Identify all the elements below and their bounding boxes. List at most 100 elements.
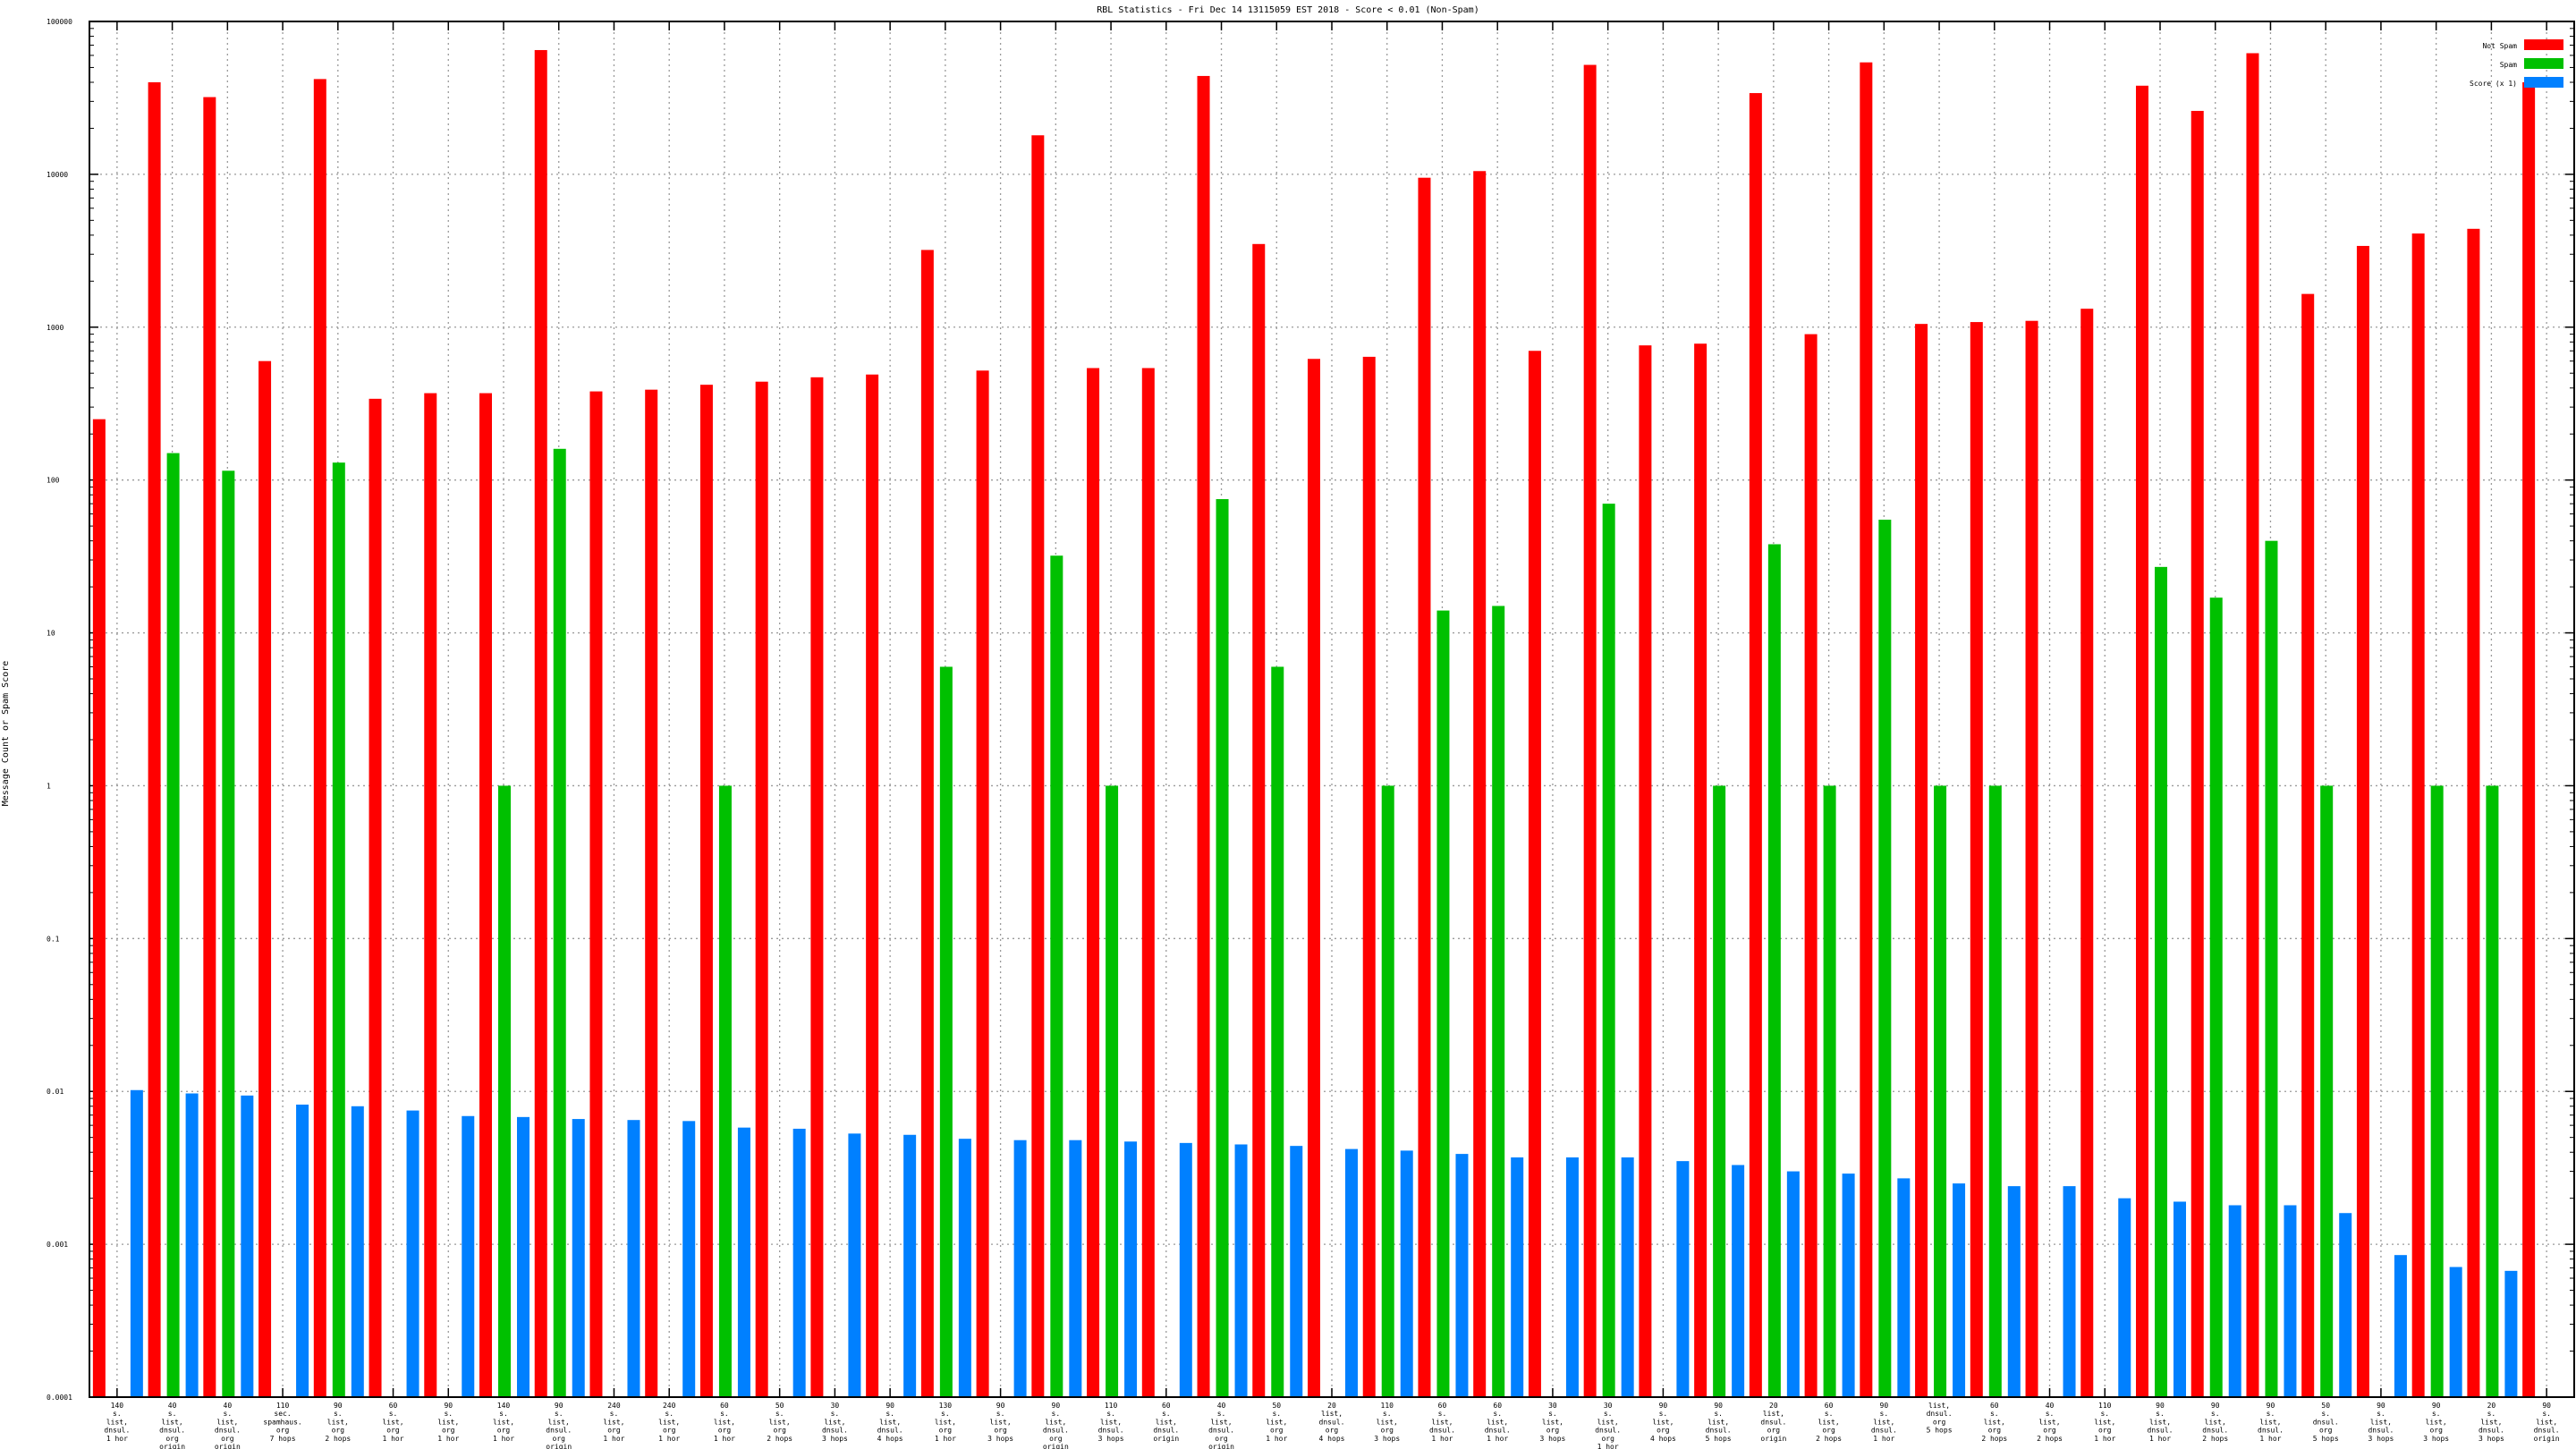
legend-label: Not Spam [2482, 42, 2517, 50]
x-tick-label: 60 s. list, dnsul. 1 hor [1429, 1402, 1455, 1443]
bar-not-spam [1749, 93, 1762, 1397]
bar-not-spam [2136, 85, 2148, 1398]
x-tick-label: 60 s. list, org 1 hor [382, 1402, 403, 1443]
x-tick-label: 30 s. list, org 3 hops [1539, 1402, 1565, 1443]
x-tick-label: list, dnsul. org 5 hops [1927, 1402, 1953, 1435]
bar-score-x-1 [2118, 1198, 2131, 1397]
bar-score-x-1 [848, 1133, 861, 1397]
bar-score-x-1 [2284, 1205, 2297, 1397]
bar-score-x-1 [1565, 1157, 1579, 1397]
bar-score-x-1 [1069, 1140, 1082, 1397]
bar-not-spam [1915, 324, 1928, 1398]
bar-score-x-1 [406, 1110, 419, 1397]
bar-score-x-1 [351, 1106, 364, 1397]
x-tick-label: 110 s. list, org 3 hops [1374, 1402, 1400, 1443]
bar-spam [1713, 785, 1726, 1397]
bar-not-spam [313, 79, 326, 1397]
x-tick-label: 90 s. list, dnsul. 5 hops [1706, 1402, 1732, 1443]
x-tick-label: 40 s. list, dnsul. org origin [1208, 1402, 1234, 1449]
bar-not-spam [203, 97, 216, 1398]
bar-spam [1767, 544, 1781, 1397]
x-tick-label: 90 s. list, org 1 hor [437, 1402, 459, 1443]
bar-spam [1216, 499, 1229, 1397]
y-tick-label: 100000 [47, 18, 72, 26]
bar-score-x-1 [1676, 1161, 1690, 1397]
bar-not-spam [2467, 228, 2480, 1398]
bar-not-spam [2025, 320, 2038, 1397]
bar-not-spam [2190, 110, 2204, 1397]
x-tick-label: 90 s. list, dnsul. 1 hor [2148, 1402, 2174, 1443]
bars [92, 49, 2536, 1398]
bar-score-x-1 [2504, 1270, 2518, 1397]
bar-score-x-1 [296, 1104, 309, 1397]
legend-swatch [2524, 58, 2563, 69]
bar-spam [2320, 785, 2334, 1397]
bar-score-x-1 [1953, 1183, 1966, 1397]
bar-not-spam [1031, 135, 1045, 1398]
bar-spam [718, 785, 732, 1397]
y-tick-label: 0.0001 [47, 1394, 72, 1402]
legend: Not Spam Spam Score (x 1) [2470, 39, 2563, 88]
bar-score-x-1 [1345, 1148, 1358, 1397]
x-tick-label: 90 s. list, dnsul. 1 hor [1871, 1402, 1897, 1443]
bar-score-x-1 [1511, 1157, 1524, 1397]
bar-not-spam [424, 393, 437, 1398]
bar-not-spam [258, 360, 272, 1398]
bar-not-spam [369, 398, 382, 1398]
bar-score-x-1 [2449, 1267, 2462, 1397]
bar-spam [939, 666, 953, 1397]
bar-score-x-1 [1013, 1140, 1027, 1397]
bar-spam [1878, 520, 1892, 1397]
x-tick-label: 140 s. list, dnsul. 1 hor [104, 1402, 130, 1443]
bar-not-spam [1694, 343, 1707, 1397]
y-tick-label: 10000 [47, 171, 68, 179]
bar-not-spam [2356, 245, 2369, 1397]
bar-score-x-1 [737, 1127, 750, 1397]
bar-not-spam [148, 82, 161, 1397]
x-tick-label: 60 s. list, org 2 hops [1981, 1402, 2007, 1443]
y-tick-label: 0.001 [47, 1241, 68, 1249]
x-tick-label: 60 s. list, org 2 hops [1816, 1402, 1842, 1443]
bar-not-spam [2246, 53, 2259, 1398]
bar-spam [1106, 785, 1119, 1397]
chart-title: RBL Statistics - Fri Dec 14 13115059 EST… [1097, 5, 1479, 15]
bar-not-spam [479, 393, 492, 1398]
bar-spam [222, 470, 235, 1397]
x-tick-label: 110 sec. spamhaus. org 7 hops [263, 1402, 301, 1443]
x-tick-label: 130 s. list, org 1 hor [935, 1402, 956, 1443]
x-tick-label: 40 s. list, dnsul. org origin [159, 1402, 185, 1449]
bar-not-spam [976, 370, 989, 1397]
bar-not-spam [1970, 322, 1983, 1397]
y-tick-label: 1000 [47, 324, 64, 332]
bar-spam [1271, 666, 1284, 1397]
x-tick-label: 90 s. list, org 2 hops [325, 1402, 351, 1443]
x-tick-label: 60 s. list, org 1 hor [714, 1402, 735, 1443]
bar-score-x-1 [2007, 1186, 2021, 1397]
bar-score-x-1 [2174, 1201, 2186, 1397]
x-tick-label: 30 s. list, dnsul. 3 hops [822, 1402, 848, 1443]
bar-not-spam [1197, 75, 1210, 1398]
bar-not-spam [645, 389, 658, 1397]
bar-score-x-1 [130, 1089, 143, 1397]
bar-spam [2430, 785, 2444, 1397]
bar-not-spam [866, 374, 879, 1397]
bar-spam [1436, 610, 1450, 1397]
bar-score-x-1 [1621, 1157, 1634, 1397]
bar-score-x-1 [958, 1139, 971, 1397]
bar-score-x-1 [241, 1095, 254, 1397]
bar-score-x-1 [185, 1093, 199, 1397]
bar-score-x-1 [1290, 1146, 1303, 1397]
bar-not-spam [1252, 243, 1266, 1397]
x-tick-label: 90 s. list, dnsul. origin [2534, 1402, 2560, 1443]
bar-score-x-1 [1179, 1142, 1192, 1397]
plot-frame [89, 21, 2575, 1398]
bar-not-spam [92, 419, 106, 1398]
bar-not-spam [1087, 368, 1100, 1398]
bar-spam [1988, 785, 2002, 1397]
y-tick-label: 0.1 [47, 935, 60, 943]
bar-spam [1602, 504, 1615, 1397]
bar-not-spam [1528, 351, 1541, 1398]
bar-spam [2209, 597, 2223, 1397]
bar-not-spam [810, 377, 824, 1397]
x-tick-label: 30 s. list, dnsul. org 1 hor [1595, 1402, 1621, 1449]
